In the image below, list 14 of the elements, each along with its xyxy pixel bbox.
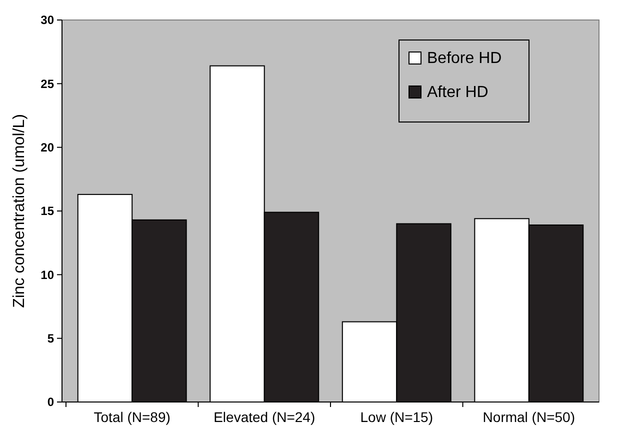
y-tick-label: 10	[40, 268, 54, 282]
x-tick-label: Normal (N=50)	[482, 409, 575, 425]
y-tick-label: 15	[40, 204, 54, 218]
y-axis-title: Zinc concentration (umol/L)	[11, 114, 28, 308]
y-tick-label: 5	[47, 332, 54, 346]
y-tick-label: 20	[40, 140, 54, 155]
y-tick-label: 0	[47, 395, 54, 410]
y-tick-label: 30	[40, 13, 54, 28]
legend-label: After HD	[427, 84, 488, 101]
y-tick-label: 25	[40, 76, 54, 91]
x-tick-label: Low (N=15)	[360, 409, 434, 425]
x-tick-label: Elevated (N=24)	[214, 409, 316, 425]
x-tick-label: Total (N=89)	[94, 409, 170, 425]
legend-label: Before HD	[427, 50, 502, 67]
